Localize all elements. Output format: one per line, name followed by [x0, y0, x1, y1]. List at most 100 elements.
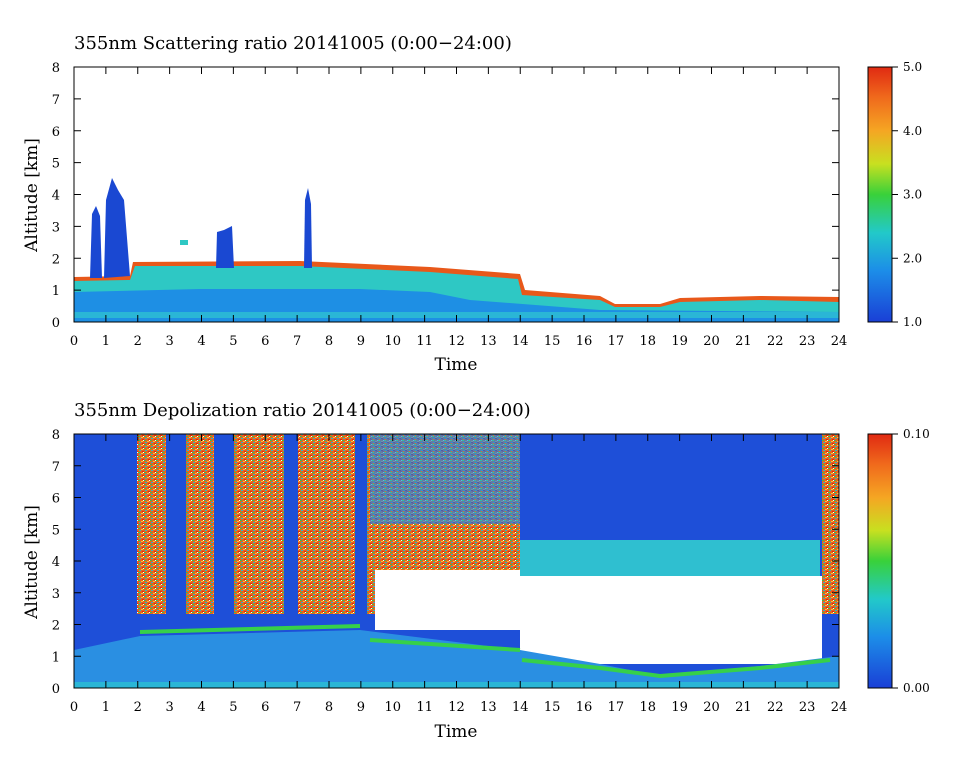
x-tick-label: 11: [416, 334, 433, 349]
cloud-column: [104, 178, 130, 278]
noise-field-light: [370, 434, 520, 524]
x-tick-label: 9: [357, 700, 365, 715]
x-tick-label: 16: [576, 700, 593, 715]
x-tick-label: 8: [325, 334, 333, 349]
x-tick-label: 0: [70, 700, 78, 715]
x-tick-label: 19: [671, 334, 688, 349]
y-tick-label: 8: [52, 61, 60, 76]
x-tick-label: 17: [608, 334, 625, 349]
no-data-region: [375, 570, 520, 630]
y-tick-label: 4: [52, 555, 60, 570]
x-tick-label: 14: [512, 334, 529, 349]
cloud-column: [216, 226, 234, 268]
x-tick-label: 6: [261, 700, 269, 715]
aerosol-top: [520, 540, 820, 580]
clear-gap: [355, 434, 367, 614]
x-tick-label: 12: [448, 700, 465, 715]
x-tick-label: 10: [384, 334, 401, 349]
colorbar: 1.0 2.0 3.0 4.0 5.0: [867, 60, 922, 329]
y-tick-label: 3: [52, 587, 60, 602]
x-tick-label: 24: [831, 700, 848, 715]
colorbar-tick-label: 0.00: [903, 681, 930, 695]
x-tick-label: 1: [102, 334, 110, 349]
x-tick-label: 17: [608, 700, 625, 715]
no-data-region: [520, 576, 822, 664]
x-tick-label: 24: [831, 334, 848, 349]
colorbar-tick-label: 5.0: [903, 60, 922, 74]
y-tick-label: 8: [52, 428, 60, 443]
y-tick-label: 4: [52, 189, 60, 204]
chart-title: 355nm Depolization ratio 20141005 (0:00−…: [74, 400, 531, 421]
y-tick-label: 5: [52, 157, 60, 172]
colorbar-gradient: [867, 433, 893, 689]
plot-area: [74, 67, 839, 322]
y-tick-label: 6: [52, 125, 60, 140]
x-tick-label: 18: [639, 334, 656, 349]
clear-gap: [166, 434, 186, 614]
colorbar-tick-label: 1.0: [903, 315, 922, 329]
x-tick-label: 9: [357, 334, 365, 349]
aerosol-edge: [139, 624, 831, 679]
x-tick-label: 12: [448, 334, 465, 349]
y-tick-label: 1: [52, 650, 60, 665]
clear-gap: [284, 434, 298, 614]
y-tick-label: 3: [52, 220, 60, 235]
cloud-column: [90, 206, 102, 278]
x-tick-label: 5: [229, 334, 237, 349]
x-tick-label: 2: [134, 700, 142, 715]
cloud-column: [304, 188, 312, 268]
y-axis-label: Altitude [km]: [22, 505, 42, 620]
scattering-panel: 355nm Scattering ratio 20141005 (0:00−24…: [22, 33, 922, 375]
x-tick-label: 13: [480, 334, 497, 349]
x-tick-label: 15: [544, 700, 561, 715]
y-tick-label: 0: [52, 316, 60, 331]
x-tick-label: 22: [767, 334, 784, 349]
y-tick-label: 2: [52, 619, 60, 634]
x-tick-label: 3: [165, 700, 173, 715]
x-axis: 0 1 2 3 4 5 6 7 8 9 10 11 12 13 14 15 16 17 18 19 20 21 22 23 24: [70, 67, 847, 349]
colorbar-tick-label: 4.0: [903, 124, 922, 138]
colorbar: 0.00 0.10: [867, 427, 930, 695]
x-tick-label: 8: [325, 700, 333, 715]
x-tick-label: 11: [416, 700, 433, 715]
x-tick-label: 1: [102, 700, 110, 715]
x-tick-label: 7: [293, 700, 301, 715]
y-axis: 0 1 2 3 4 5 6 7 8: [52, 428, 839, 697]
y-tick-label: 2: [52, 252, 60, 267]
x-tick-label: 19: [671, 700, 688, 715]
x-tick-label: 6: [261, 334, 269, 349]
colorbar-gradient: [867, 66, 893, 323]
y-tick-label: 6: [52, 492, 60, 507]
plot-area: [74, 434, 839, 688]
x-tick-label: 14: [512, 700, 529, 715]
colorbar-tick-label: 0.10: [903, 427, 930, 441]
x-tick-label: 23: [799, 334, 816, 349]
x-axis: 0 1 2 3 4 5 6 7 8 9 10 11 12 13 14 15 16 17 18 19 20 21 22 23 24: [70, 434, 847, 715]
colorbar-tick-label: 2.0: [903, 251, 922, 265]
clear-gap: [214, 434, 234, 614]
x-tick-label: 16: [576, 334, 593, 349]
x-tick-label: 4: [197, 700, 205, 715]
colorbar-tick-label: 3.0: [903, 188, 922, 202]
x-tick-label: 20: [703, 334, 720, 349]
x-tick-label: 3: [165, 334, 173, 349]
small-cloud: [180, 240, 188, 245]
y-axis-label: Altitude [km]: [22, 138, 42, 253]
x-tick-label: 7: [293, 334, 301, 349]
y-tick-label: 7: [52, 93, 60, 108]
high-end-column: [822, 434, 839, 614]
x-tick-label: 20: [703, 700, 720, 715]
x-tick-label: 10: [384, 700, 401, 715]
x-tick-label: 0: [70, 334, 78, 349]
x-tick-label: 18: [639, 700, 656, 715]
y-tick-label: 7: [52, 460, 60, 475]
y-axis: 0 1 2 3 4 5 6 7 8: [52, 61, 839, 331]
depolarization-panel: 355nm Depolization ratio 20141005 (0:00−…: [22, 400, 930, 742]
chart-title: 355nm Scattering ratio 20141005 (0:00−24…: [74, 33, 512, 54]
y-tick-label: 0: [52, 682, 60, 697]
x-axis-label: Time: [435, 355, 478, 375]
y-tick-label: 5: [52, 523, 60, 538]
y-tick-label: 1: [52, 284, 60, 299]
x-tick-label: 2: [134, 334, 142, 349]
